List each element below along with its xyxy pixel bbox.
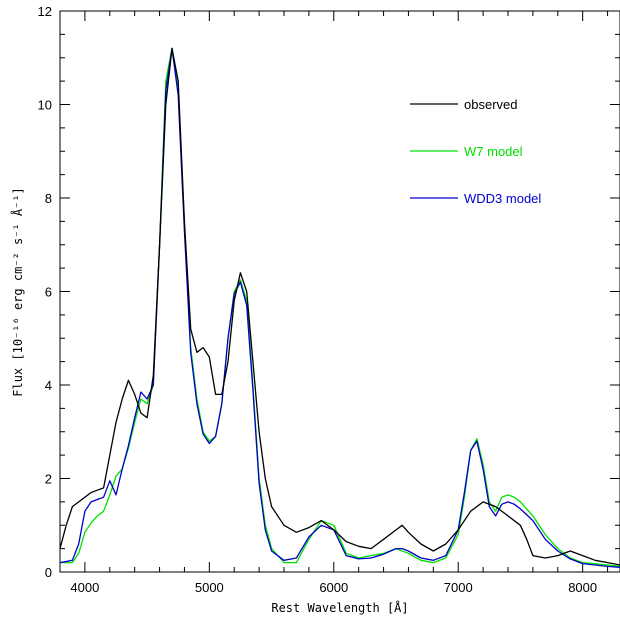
series-line-observed xyxy=(59,47,620,566)
plot-frame xyxy=(59,10,620,573)
series-line-w7-model xyxy=(60,47,620,568)
x-tick-label: 7000 xyxy=(444,580,473,595)
legend-label: WDD3 model xyxy=(464,191,541,206)
x-tick-label: 6000 xyxy=(319,580,348,595)
y-tick-label: 10 xyxy=(38,98,52,113)
y-tick-label: 0 xyxy=(45,565,52,580)
series-line-wdd3-model xyxy=(59,47,620,568)
legend-label: observed xyxy=(464,97,517,112)
legend: observed W7 model WDD3 model xyxy=(410,97,541,206)
y-tick-label: 8 xyxy=(45,191,52,206)
y-tick-label: 12 xyxy=(38,4,52,19)
x-tick-label: 8000 xyxy=(568,580,597,595)
legend-label: W7 model xyxy=(464,144,523,159)
x-tick-label: 4000 xyxy=(70,580,99,595)
x-tick-label: 5000 xyxy=(195,580,224,595)
y-tick-label: 4 xyxy=(45,378,52,393)
y-tick-label: 2 xyxy=(45,472,52,487)
x-axis-title: Rest Wavelength [Å] xyxy=(271,600,408,615)
tick-labels: 4000 5000 6000 7000 8000 0 2 4 6 8 10 12 xyxy=(38,4,598,595)
y-axis-title: Flux [10⁻¹⁶ erg cm⁻² s⁻¹ Å⁻¹] xyxy=(10,187,25,397)
series-lines xyxy=(59,47,620,568)
axis-ticks xyxy=(59,10,620,573)
y-tick-label: 6 xyxy=(45,285,52,300)
